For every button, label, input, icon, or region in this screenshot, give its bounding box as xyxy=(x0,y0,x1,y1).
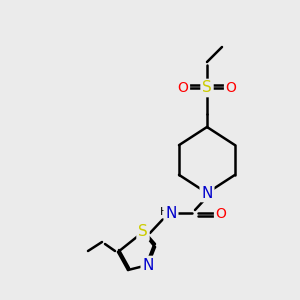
Text: S: S xyxy=(202,80,212,95)
Text: N: N xyxy=(165,206,177,221)
Text: N: N xyxy=(142,257,154,272)
Text: O: O xyxy=(216,207,226,221)
Text: S: S xyxy=(138,224,148,239)
Text: H: H xyxy=(160,207,168,217)
Text: O: O xyxy=(226,81,236,95)
Text: N: N xyxy=(201,185,213,200)
Text: O: O xyxy=(178,81,188,95)
